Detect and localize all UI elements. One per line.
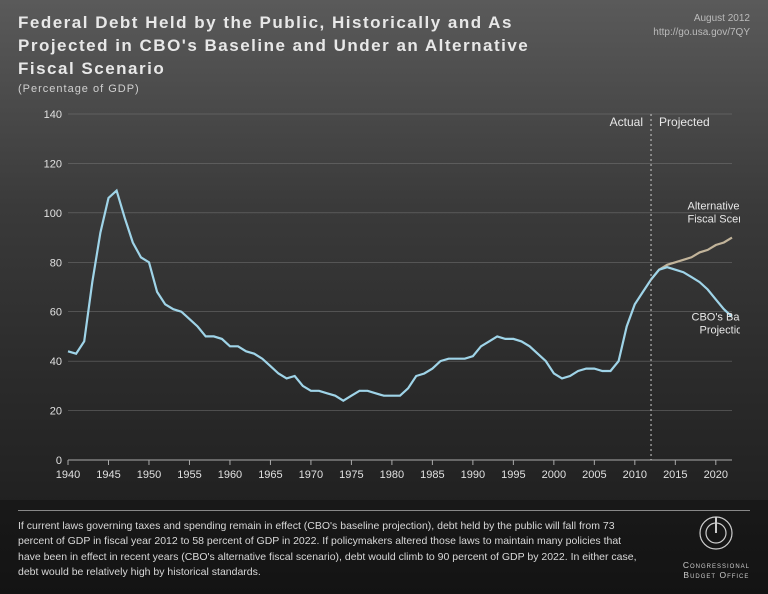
svg-text:Projected: Projected bbox=[659, 115, 710, 129]
svg-text:0: 0 bbox=[56, 455, 62, 467]
svg-text:1965: 1965 bbox=[258, 469, 282, 481]
cbo-logo-icon bbox=[698, 515, 734, 551]
svg-text:1985: 1985 bbox=[420, 469, 444, 481]
grid bbox=[68, 114, 732, 460]
footer-rule bbox=[18, 510, 750, 511]
chart-svg: 0 20 40 60 80 100 120 140 1940 1945 1950 1955 1960 19… bbox=[40, 108, 740, 488]
svg-text:2010: 2010 bbox=[623, 469, 647, 481]
svg-text:CBO's BaselineProjection: CBO's BaselineProjection bbox=[692, 312, 740, 337]
svg-text:100: 100 bbox=[44, 208, 62, 220]
header-meta: August 2012 http://go.usa.gov/7QY bbox=[653, 12, 750, 40]
org-logo: Congressional Budget Office bbox=[683, 515, 750, 580]
svg-text:80: 80 bbox=[50, 257, 62, 269]
svg-text:140: 140 bbox=[44, 109, 62, 121]
series-group bbox=[68, 191, 732, 401]
svg-text:2020: 2020 bbox=[704, 469, 728, 481]
svg-text:40: 40 bbox=[50, 356, 62, 368]
svg-text:1960: 1960 bbox=[218, 469, 242, 481]
svg-text:1980: 1980 bbox=[380, 469, 404, 481]
footer-text: If current laws governing taxes and spen… bbox=[18, 519, 638, 580]
svg-text:1990: 1990 bbox=[461, 469, 485, 481]
annotations: Actual Projected AlternativeFiscal Scenari… bbox=[610, 114, 740, 460]
chart-subtitle: (Percentage of GDP) bbox=[18, 83, 750, 95]
publish-date: August 2012 bbox=[653, 12, 750, 26]
footer: If current laws governing taxes and spen… bbox=[0, 500, 768, 594]
source-url: http://go.usa.gov/7QY bbox=[653, 26, 750, 40]
svg-text:1975: 1975 bbox=[339, 469, 363, 481]
svg-text:2015: 2015 bbox=[663, 469, 687, 481]
svg-text:Actual: Actual bbox=[610, 115, 643, 129]
header: Federal Debt Held by the Public, Histori… bbox=[0, 0, 768, 101]
svg-text:1945: 1945 bbox=[96, 469, 120, 481]
axes: 0 20 40 60 80 100 120 140 1940 1945 1950 1955 1960 19… bbox=[44, 109, 732, 481]
org-name: Congressional Budget Office bbox=[683, 560, 750, 580]
svg-text:1955: 1955 bbox=[177, 469, 201, 481]
svg-text:1970: 1970 bbox=[299, 469, 323, 481]
svg-text:AlternativeFiscal Scenario: AlternativeFiscal Scenario bbox=[688, 201, 740, 226]
chart-area: 0 20 40 60 80 100 120 140 1940 1945 1950 1955 1960 19… bbox=[40, 108, 740, 488]
svg-text:2000: 2000 bbox=[542, 469, 566, 481]
svg-text:20: 20 bbox=[50, 406, 62, 418]
svg-text:1950: 1950 bbox=[137, 469, 161, 481]
svg-text:1940: 1940 bbox=[56, 469, 80, 481]
svg-text:120: 120 bbox=[44, 158, 62, 170]
chart-title: Federal Debt Held by the Public, Histori… bbox=[18, 12, 538, 81]
svg-text:1995: 1995 bbox=[501, 469, 525, 481]
svg-text:2005: 2005 bbox=[582, 469, 606, 481]
svg-text:60: 60 bbox=[50, 307, 62, 319]
